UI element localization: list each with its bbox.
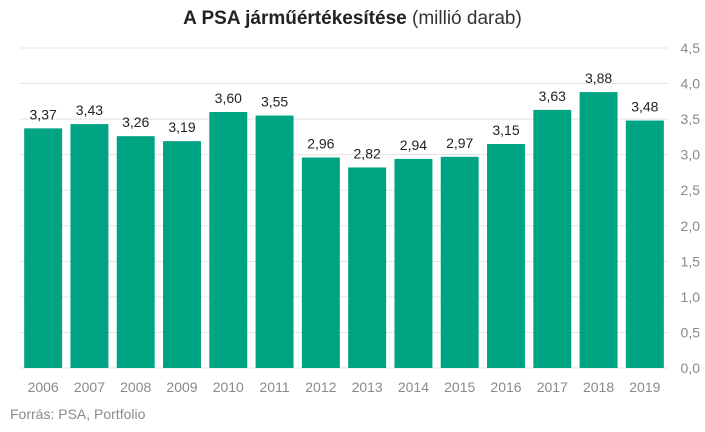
y-tick-label: 3,5 <box>681 111 701 127</box>
x-tick-label-2006: 2006 <box>28 379 59 395</box>
x-tick-label-2019: 2019 <box>629 379 660 395</box>
bars <box>24 92 664 369</box>
bar-2019 <box>625 120 664 369</box>
bar-2013 <box>348 167 387 368</box>
chart-title-main: A PSA járműértékesítése <box>183 8 407 29</box>
bar-2015 <box>440 156 479 368</box>
value-label-2011: 3,55 <box>261 94 288 110</box>
bar-2018 <box>579 92 618 368</box>
bar-2012 <box>301 157 340 368</box>
x-tick-label-2007: 2007 <box>74 379 105 395</box>
source-note: Forrás: PSA, Portfolio <box>10 406 146 422</box>
bar-2010 <box>209 112 248 368</box>
value-label-2015: 2,97 <box>446 135 473 151</box>
y-tick-label: 2,5 <box>681 182 701 198</box>
y-axis-ticks: 0,0 0,5 1,0 1,5 2,0 2,5 3,0 3,5 4,0 4,5 <box>681 40 701 376</box>
value-label-2016: 3,15 <box>492 122 519 138</box>
value-label-2019: 3,48 <box>631 99 658 115</box>
y-tick-label: 4,0 <box>681 76 701 92</box>
x-tick-label-2018: 2018 <box>583 379 614 395</box>
x-axis-ticks: 2006 2007 2008 2009 2010 2011 2012 2013 2014 2015… <box>28 379 661 395</box>
value-label-2010: 3,60 <box>215 90 242 106</box>
value-label-2006: 3,37 <box>30 106 57 122</box>
value-label-2009: 3,19 <box>168 119 195 135</box>
chart-title: A PSA járműértékesítése (millió darab) <box>0 8 705 30</box>
x-tick-label-2011: 2011 <box>260 379 290 395</box>
y-tick-label: 0,5 <box>681 324 701 340</box>
bar-2017 <box>533 109 572 368</box>
y-tick-label: 3,0 <box>681 147 701 163</box>
y-tick-label: 0,0 <box>681 360 701 376</box>
value-label-2012: 2,96 <box>307 136 334 152</box>
chart-title-unit: (millió darab) <box>412 8 522 29</box>
x-tick-label-2013: 2013 <box>352 379 383 395</box>
bar-2006 <box>24 128 63 368</box>
x-tick-label-2016: 2016 <box>490 379 521 395</box>
value-label-2014: 2,94 <box>400 137 427 153</box>
y-tick-label: 1,5 <box>681 253 701 269</box>
x-tick-label-2017: 2017 <box>537 379 568 395</box>
bar-2014 <box>394 158 433 368</box>
x-tick-label-2010: 2010 <box>213 379 244 395</box>
bar-2007 <box>70 124 109 368</box>
value-label-2013: 2,82 <box>354 145 381 161</box>
bar-2009 <box>163 141 201 368</box>
x-tick-label-2008: 2008 <box>120 379 151 395</box>
x-tick-label-2012: 2012 <box>305 379 336 395</box>
value-label-2018: 3,88 <box>585 70 612 86</box>
x-tick-label-2015: 2015 <box>444 379 475 395</box>
y-tick-label: 2,0 <box>681 218 701 234</box>
value-label-2017: 3,63 <box>539 88 566 104</box>
bar-2016 <box>487 144 525 368</box>
value-label-2008: 3,26 <box>122 114 149 130</box>
y-tick-label: 1,0 <box>681 289 701 305</box>
bar-2008 <box>116 136 155 368</box>
bar-2011 <box>255 115 294 368</box>
x-tick-label-2009: 2009 <box>166 379 197 395</box>
value-labels: 3,37 3,43 3,26 3,19 3,60 3,55 2,96 2,82 2,94 2,97… <box>30 70 659 161</box>
y-tick-label: 4,5 <box>681 40 701 56</box>
x-tick-label-2014: 2014 <box>398 379 429 395</box>
value-label-2007: 3,43 <box>76 102 103 118</box>
